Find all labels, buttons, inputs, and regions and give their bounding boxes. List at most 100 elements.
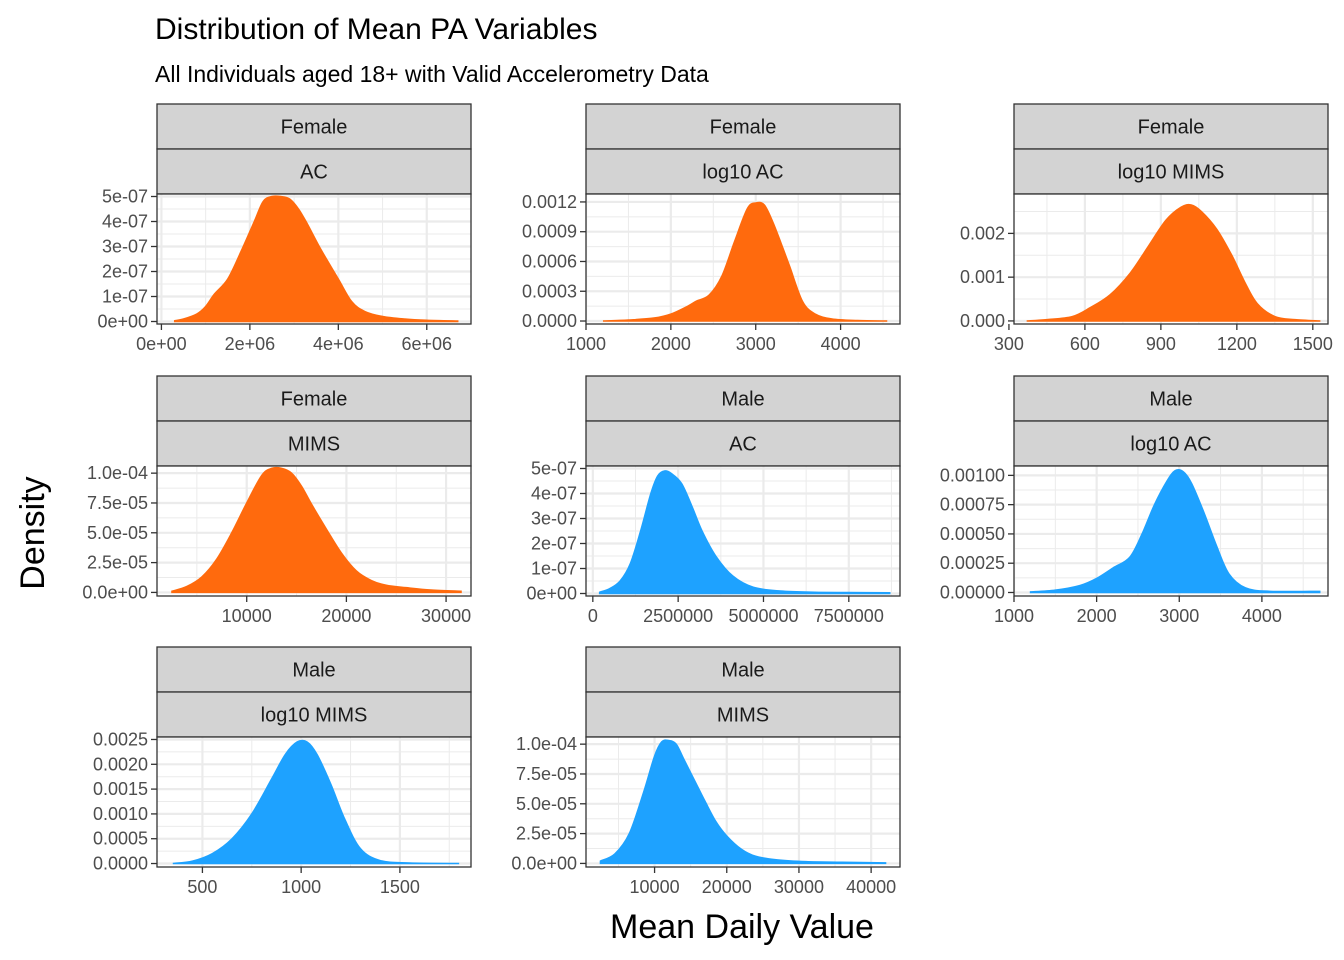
panel-male-ac-strip-variable: [585, 420, 901, 467]
panel-male-log10-mims-x-tick-label: 1000: [281, 877, 321, 897]
panel-male-mims-y-tick-label: 0.0e+00: [511, 853, 577, 873]
panel-male-ac-plot-area: [586, 466, 900, 596]
panel-male-mims-y-tick-label: 5.0e-05: [516, 794, 577, 814]
panel-male-log10-mims-strip-sex: [156, 646, 472, 693]
panel-male-log10-mims-x-tick-label: 1500: [380, 877, 420, 897]
panel-male-ac-x-tick-label: 5000000: [728, 606, 798, 626]
panel-male-log10-mims-strip-sex-label: Male: [292, 660, 335, 682]
panel-female-mims-plot-area: [157, 466, 471, 596]
panel-male-ac-density-area: [598, 470, 891, 595]
panel-female-ac-y-tick-label: 1e-07: [102, 287, 148, 307]
facet-panels: Female AC 0e+00 1e-07 2e-07 3e-07 4e-07 5e-07 0e…: [82, 103, 1333, 897]
x-axis-title: Mean Daily Value: [610, 908, 874, 946]
panel-female-mims-border: [156, 465, 472, 597]
panel-female-ac-y-tick-label: 5e-07: [102, 187, 148, 207]
panel-female-log10-ac-border: [585, 193, 901, 325]
panel-female-mims-strip-variable-label: MIMS: [288, 434, 340, 456]
panel-male-log10-ac-y-tick-label: 0.00025: [940, 553, 1005, 573]
panel-female-log10-mims-border: [1013, 193, 1329, 325]
panel-female-log10-mims-y-tick-label: 0.000: [960, 311, 1005, 331]
panel-male-mims-strip-variable-label: MIMS: [717, 705, 769, 727]
panel-male-log10-ac-border: [1013, 465, 1329, 597]
panel-male-log10-ac-x-tick-label: 2000: [1077, 606, 1117, 626]
panel-female-ac-strip-variable-label: AC: [300, 162, 328, 184]
panel-male-mims-strip-variable: [585, 691, 901, 738]
panel-female-log10-ac: Female log10 AC 0.0000 0.0003 0.0006 0.0009 0.…: [522, 103, 901, 354]
panel-male-ac: Male AC 0e+00 1e-07 2e-07 3e-07 4e-07 5e-07 0 250…: [526, 375, 901, 626]
panel-female-log10-mims-plot-area: [1014, 194, 1328, 324]
panel-male-log10-ac-plot-area: [1014, 466, 1328, 596]
panel-female-log10-ac-y-tick-label: 0.0009: [522, 222, 577, 242]
panel-male-log10-ac-x-tick-label: 3000: [1159, 606, 1199, 626]
panel-female-mims-y-tick-label: 5.0e-05: [87, 523, 148, 543]
panel-female-mims-y-tick-label: 1.0e-04: [87, 463, 148, 483]
panel-female-ac-border: [156, 193, 472, 325]
panel-female-ac-strip-sex-label: Female: [281, 117, 348, 139]
panel-female-log10-ac-x-tick-label: 3000: [736, 334, 776, 354]
panel-male-ac-border: [585, 465, 901, 597]
panel-male-log10-mims-density-area: [172, 739, 460, 865]
panel-female-ac-strip-variable: [156, 148, 472, 195]
panel-female-ac-x-tick-label: 2e+06: [225, 334, 276, 354]
panel-male-log10-ac-strip-variable: [1013, 420, 1329, 467]
panel-female-log10-ac-strip-variable: [585, 148, 901, 195]
panel-male-log10-ac-y-tick-label: 0.00075: [940, 495, 1005, 515]
panel-male-mims: Male MIMS 0.0e+00 2.5e-05 5.0e-05 7.5e-05 1.0e…: [511, 646, 901, 897]
panel-male-ac-x-tick-label: 7500000: [814, 606, 884, 626]
panel-female-log10-mims-density-area: [1026, 203, 1321, 322]
panel-male-ac-strip-variable-label: AC: [729, 434, 757, 456]
panel-male-mims-plot-area: [586, 737, 900, 867]
panel-male-log10-ac-density-area: [1029, 469, 1321, 594]
panel-male-ac-strip-sex: [585, 375, 901, 422]
panel-female-ac-y-tick-label: 3e-07: [102, 237, 148, 257]
panel-male-mims-border: [585, 736, 901, 868]
panel-female-mims-x-tick-label: 30000: [421, 606, 471, 626]
panel-female-log10-mims-x-tick-label: 600: [1070, 334, 1100, 354]
panel-female-ac-x-tick-label: 6e+06: [401, 334, 452, 354]
panel-female-log10-mims-x-tick-label: 1200: [1217, 334, 1257, 354]
panel-male-log10-ac-x-tick-label: 4000: [1242, 606, 1282, 626]
panel-female-ac-plot-area: [157, 194, 471, 324]
panel-male-log10-ac-y-tick-label: 0.00100: [940, 465, 1005, 485]
panel-female-log10-mims-strip-sex: [1013, 103, 1329, 150]
panel-male-mims-x-tick-label: 10000: [630, 877, 680, 897]
panel-female-mims-x-tick-label: 10000: [222, 606, 272, 626]
panel-male-ac-y-tick-label: 5e-07: [531, 459, 577, 479]
panel-female-log10-ac-strip-sex-label: Female: [710, 117, 777, 139]
panel-male-log10-mims-y-tick-label: 0.0015: [93, 779, 148, 799]
panel-male-log10-mims-y-tick-label: 0.0025: [93, 729, 148, 749]
panel-female-log10-ac-x-tick-label: 1000: [566, 334, 606, 354]
panel-male-log10-ac-y-tick-label: 0.00000: [940, 582, 1005, 602]
panel-male-ac-y-tick-label: 2e-07: [531, 534, 577, 554]
panel-male-ac-x-tick-label: 2500000: [643, 606, 713, 626]
panel-male-log10-ac-y-tick-label: 0.00050: [940, 524, 1005, 544]
panel-male-ac-y-tick-label: 1e-07: [531, 559, 577, 579]
panel-female-log10-mims-x-tick-label: 300: [994, 334, 1024, 354]
panel-female-log10-mims-x-tick-label: 1500: [1293, 334, 1333, 354]
chart-title: Distribution of Mean PA Variables: [155, 13, 597, 46]
panel-female-ac-strip-sex: [156, 103, 472, 150]
panel-male-mims-y-tick-label: 2.5e-05: [516, 824, 577, 844]
panel-female-log10-ac-strip-variable-label: log10 AC: [702, 162, 783, 184]
panel-male-log10-ac-strip-variable-label: log10 AC: [1130, 434, 1211, 456]
panel-female-ac-x-tick-label: 4e+06: [313, 334, 364, 354]
panel-female-log10-mims-x-tick-label: 900: [1146, 334, 1176, 354]
panel-male-log10-mims-y-tick-label: 0.0000: [93, 854, 148, 874]
panel-male-log10-ac-x-tick-label: 1000: [994, 606, 1034, 626]
panel-male-log10-mims-plot-area: [157, 737, 471, 867]
panel-male-mims-x-tick-label: 40000: [846, 877, 896, 897]
panel-female-mims: Female MIMS 0.0e+00 2.5e-05 5.0e-05 7.5e-05 1.…: [82, 375, 472, 626]
panel-female-log10-mims-strip-variable-label: log10 MIMS: [1118, 162, 1225, 184]
panel-male-log10-mims: Male log10 MIMS 0.0000 0.0005 0.0010 0.0015 0.…: [93, 646, 472, 897]
panel-female-mims-strip-sex-label: Female: [281, 389, 348, 411]
panel-female-mims-y-tick-label: 0.0e+00: [82, 582, 148, 602]
chart-subtitle: All Individuals aged 18+ with Valid Acce…: [155, 61, 709, 87]
panel-female-ac: Female AC 0e+00 1e-07 2e-07 3e-07 4e-07 5e-07 0e…: [97, 103, 472, 354]
panel-female-mims-strip-sex: [156, 375, 472, 422]
panel-male-log10-ac-strip-sex-label: Male: [1149, 389, 1192, 411]
panel-female-ac-y-tick-label: 4e-07: [102, 212, 148, 232]
panel-female-log10-ac-y-tick-label: 0.0012: [522, 192, 577, 212]
panel-male-log10-ac: Male log10 AC 0.00000 0.00025 0.00050 0.00075…: [940, 375, 1329, 626]
